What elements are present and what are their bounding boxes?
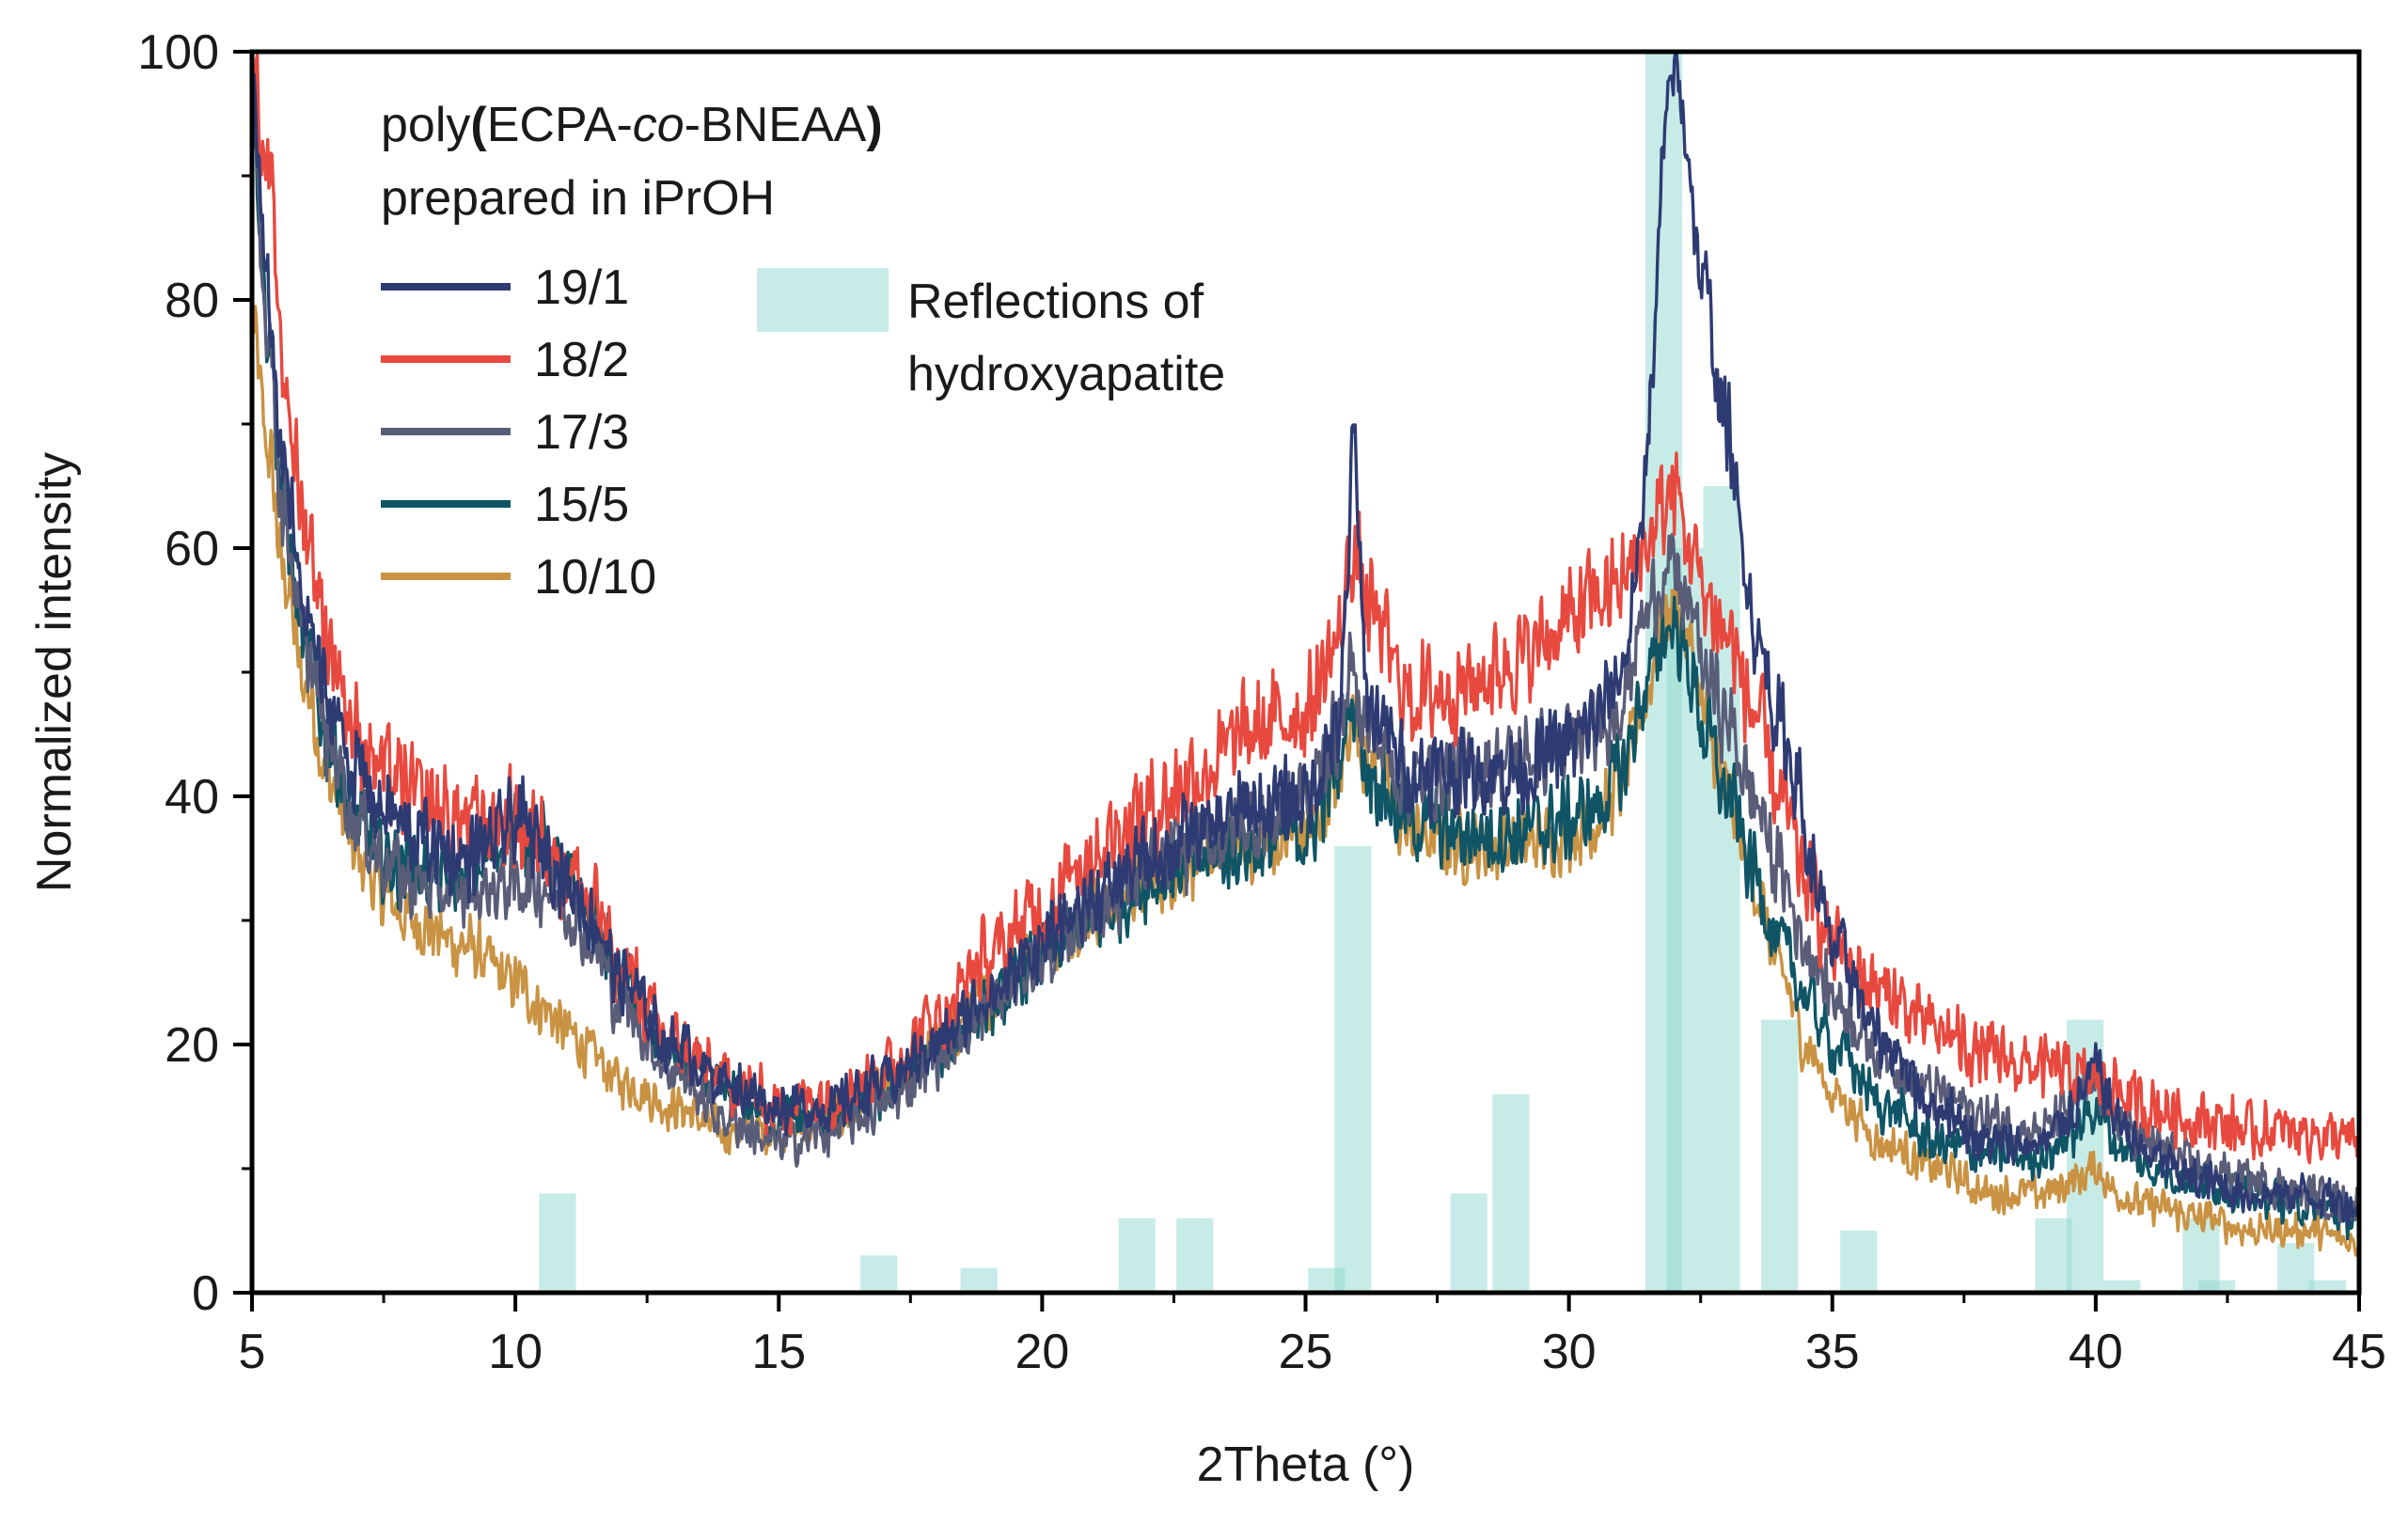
reference-bar-13: [1840, 1231, 1878, 1293]
series-line-18-2: [252, 52, 2359, 1165]
x-tick-label-30: 30: [1542, 1325, 1597, 1379]
y-tick-label-0: 0: [192, 1266, 219, 1321]
reference-bar-1: [860, 1255, 898, 1293]
x-tick-label-5: 5: [239, 1325, 266, 1379]
x-axis-label: 2Theta (°): [1197, 1438, 1415, 1492]
y-axis-label: Normalized intensity: [27, 452, 82, 892]
reference-bar-16: [2103, 1280, 2141, 1293]
legend-label-19-1: 19/1: [534, 260, 629, 315]
legend-title-line-1: poly(ECPA-co-BNEAA): [381, 98, 883, 152]
reference-bar-12: [1761, 1019, 1799, 1293]
reference-bar-6: [1334, 845, 1372, 1293]
legend-reference-label-line-2: hydroxyapatite: [907, 347, 1225, 401]
y-tick-label-100: 100: [137, 25, 219, 80]
reference-bar-18: [2198, 1280, 2236, 1293]
legend: poly(ECPA-co-BNEAA) prepared in iPrOH 19…: [381, 98, 1225, 605]
series-lines: [252, 50, 2359, 1257]
y-axis: 0 20 40 60 80 100: [137, 25, 252, 1321]
legend-title-paren-open: (: [470, 98, 487, 152]
x-tick-label-35: 35: [1805, 1325, 1860, 1379]
x-tick-label-45: 45: [2332, 1325, 2386, 1379]
reference-bar-10: [1666, 548, 1704, 1293]
reference-bars: [539, 52, 2346, 1293]
y-tick-label-60: 60: [165, 522, 219, 576]
legend-title-line-2: prepared in iPrOH: [381, 171, 775, 226]
plot-frame: [249, 49, 2362, 1296]
reference-bar-20: [2308, 1280, 2346, 1293]
legend-reference-label-line-1: Reflections of: [907, 275, 1204, 329]
x-tick-label-40: 40: [2069, 1325, 2123, 1379]
reference-bar-8: [1492, 1093, 1530, 1293]
x-tick-label-20: 20: [1015, 1325, 1069, 1379]
legend-label-10-10: 10/10: [534, 550, 656, 605]
x-axis: 5 10 15 20 25 30 35 40 45: [239, 1293, 2386, 1379]
reference-bar-7: [1450, 1193, 1487, 1293]
legend-title-paren-close: ): [866, 98, 882, 152]
x-tick-label-10: 10: [488, 1325, 543, 1379]
legend-reference-swatch: [757, 268, 889, 332]
legend-title-prefix: poly: [381, 98, 470, 152]
legend-title-italic: co: [633, 98, 685, 152]
reference-bar-11: [1703, 486, 1740, 1293]
reference-bar-14: [2035, 1218, 2072, 1293]
reference-bar-19: [2277, 1243, 2315, 1293]
series-line-19-1: [252, 50, 2359, 1227]
legend-entries: 19/1 18/2 17/3 15/5 10/10: [381, 260, 656, 605]
legend-label-17-3: 17/3: [534, 405, 629, 460]
y-tick-label-40: 40: [165, 770, 219, 825]
x-tick-label-25: 25: [1279, 1325, 1333, 1379]
legend-label-15-5: 15/5: [534, 478, 629, 532]
y-tick-label-20: 20: [165, 1018, 219, 1073]
reference-bar-2: [960, 1267, 998, 1293]
legend-title-part-a: ECPA-: [487, 98, 633, 152]
legend-title-part-b: -BNEAA: [685, 98, 867, 152]
x-tick-label-15: 15: [751, 1325, 806, 1379]
legend-label-18-2: 18/2: [534, 333, 629, 387]
reference-bar-0: [539, 1193, 576, 1293]
y-tick-label-80: 80: [165, 274, 219, 328]
reference-bar-4: [1176, 1218, 1214, 1293]
reference-bar-3: [1118, 1218, 1156, 1293]
